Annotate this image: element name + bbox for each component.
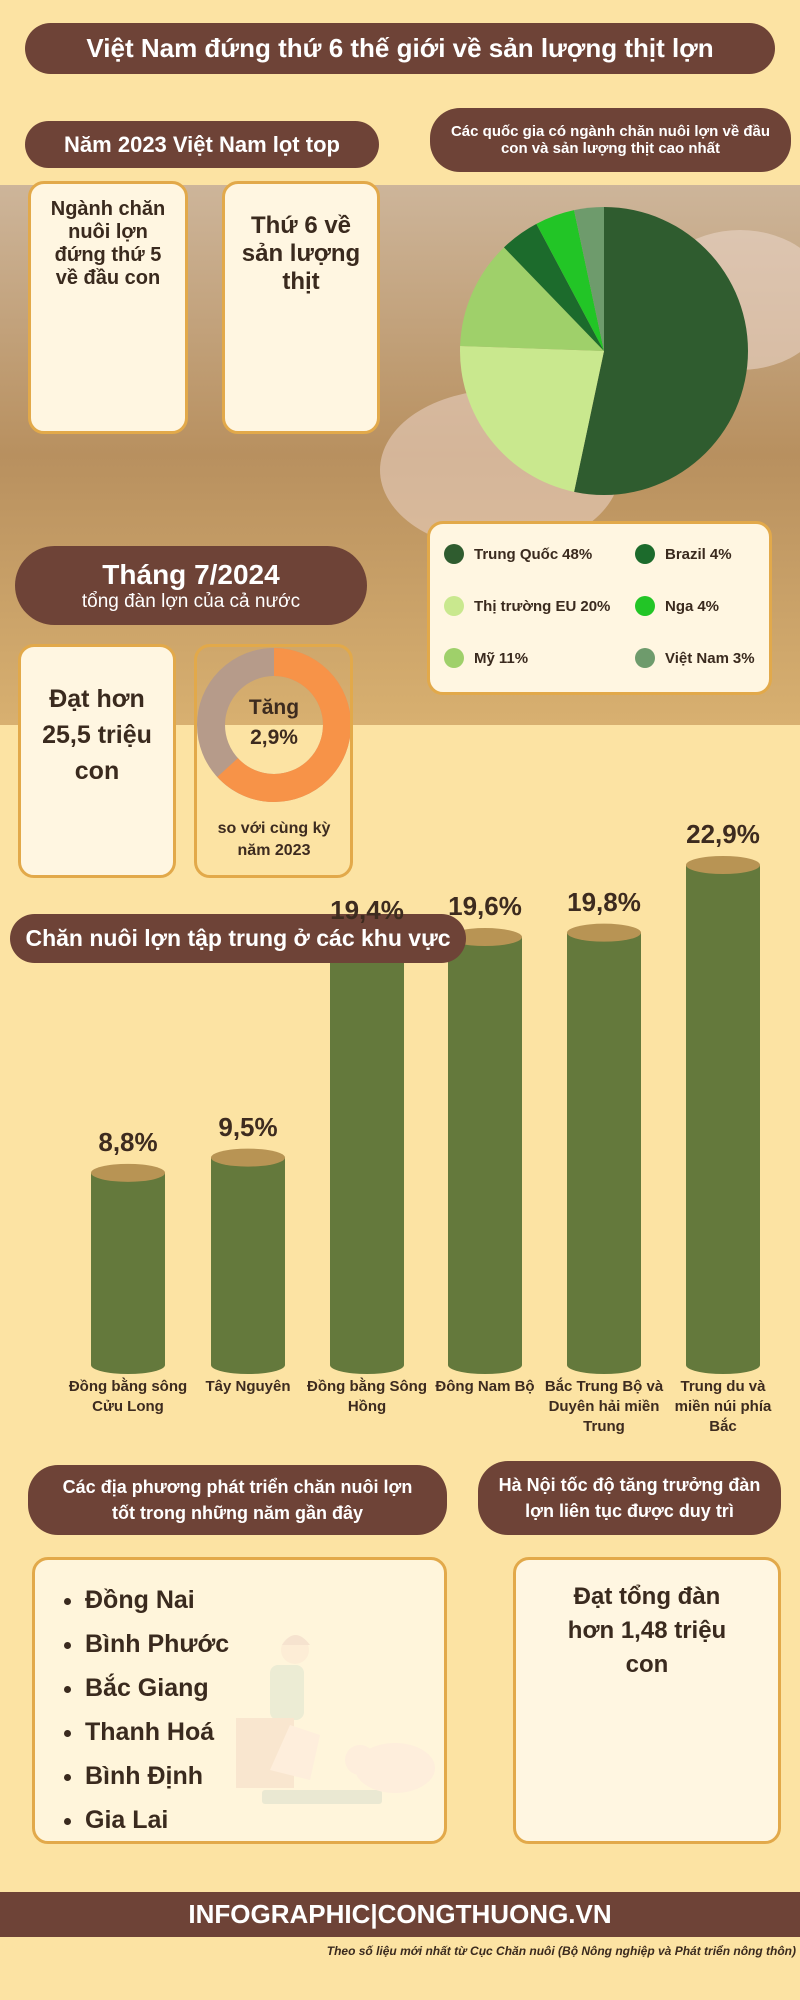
bar-cap xyxy=(567,923,641,942)
x-tick-label: Đồng bằng sông Cửu Long xyxy=(68,1378,188,1415)
legend-value: 48% xyxy=(562,545,593,563)
pie-slice xyxy=(574,207,748,495)
localities-box: Đồng NaiBình PhướcBắc GiangThanh HoáBình… xyxy=(32,1557,447,1844)
legend-label: Nga xyxy=(665,597,694,615)
footer-source: Theo số liệu mới nhất từ Cục Chăn nuôi (… xyxy=(326,1944,796,1958)
legend-label: Trung Quốc xyxy=(474,545,559,563)
bar xyxy=(686,865,760,1374)
bar xyxy=(211,1157,285,1374)
pie-title: Các quốc gia có ngành chăn nuôi lợn về đ… xyxy=(430,108,791,172)
herd-badge-subtitle: tổng đàn lợn của cả nước xyxy=(81,590,301,612)
legend-swatch xyxy=(444,596,464,616)
legend-label: Việt Nam xyxy=(665,649,729,667)
herd-badge-title: Tháng 7/2024 xyxy=(102,558,280,590)
pie-slice xyxy=(503,223,604,351)
total-text: Đạt hơn 25,5 triệu con xyxy=(42,685,152,785)
footer-brand: INFOGRAPHIC|CONGTHUONG.VN xyxy=(0,1892,800,1937)
legend-label: Thị trường EU xyxy=(474,597,577,615)
badge: Năm 2023 Việt Nam lọt top xyxy=(25,121,379,168)
pie-slice xyxy=(574,207,604,351)
x-tick-label: Trung du và miền núi phía Bắc xyxy=(674,1378,772,1435)
bar-value-label: 19,8% xyxy=(567,886,641,917)
locality-item: Gia Lai xyxy=(85,1798,444,1842)
bar-cap xyxy=(211,1148,285,1167)
locality-item: Bắc Giang xyxy=(85,1666,444,1710)
x-tick-label: Tây Nguyên xyxy=(205,1378,291,1395)
hanoi-box: Đạt tổng đàn hơn 1,48 triệu con xyxy=(513,1557,781,1844)
legend-value: 20% xyxy=(580,597,611,615)
growth-text: Tăng 2,9% xyxy=(248,696,300,749)
x-tick-label: Đồng bằng Sông Hồng xyxy=(307,1378,427,1415)
donut-arc xyxy=(197,648,351,802)
bar xyxy=(91,1172,165,1374)
pie-slice xyxy=(459,345,604,492)
bar xyxy=(330,941,404,1374)
legend-swatch xyxy=(635,544,655,564)
legend-value: 4% xyxy=(697,597,720,615)
pie-legend: Trung Quốc 48% Thị trường EU 20% Mỹ 11% Brazil… xyxy=(427,521,772,695)
bar-value-label: 19,6% xyxy=(448,891,522,922)
legend-swatch xyxy=(635,596,655,616)
bar-value-label: 19,4% xyxy=(330,895,404,926)
x-tick-label: Bắc Trung Bộ và Duyên hải miền Trung xyxy=(544,1378,664,1435)
bar-value-label: 9,5% xyxy=(218,1111,278,1142)
legend-item: Việt Nam 3% xyxy=(635,648,755,668)
bar-value-label: 22,9% xyxy=(686,819,760,849)
heads-box: Ngành chăn nuôi lợn đứng thứ 5 về đầu co… xyxy=(28,181,188,434)
legend-value: 11% xyxy=(498,649,529,667)
bar-cap xyxy=(448,928,522,947)
locality-item: Bình Định xyxy=(85,1754,444,1798)
growth-box xyxy=(194,644,353,878)
legend-item: Nga 4% xyxy=(635,596,719,616)
total-box: Đạt hơn 25,5 triệu con xyxy=(18,644,176,878)
legend-swatch xyxy=(444,648,464,668)
bar-cap xyxy=(686,856,760,874)
bar-cap xyxy=(91,1163,165,1182)
legend-swatch xyxy=(635,648,655,668)
bar xyxy=(448,937,522,1374)
localities-title: Các địa phương phát triển chăn nuôi lợn … xyxy=(28,1465,447,1535)
hanoi-text: Đạt tổng đàn hơn 1,48 triệu con xyxy=(567,1583,727,1678)
meat-box: Thứ 6 về sản lượng thịt xyxy=(222,181,380,434)
locality-item: Thanh Hoá xyxy=(85,1710,444,1754)
legend-item: Thị trường EU 20% xyxy=(444,596,610,616)
legend-label: Mỹ xyxy=(474,649,495,667)
pie-slice xyxy=(536,210,604,351)
locality-item: Đồng Nai xyxy=(85,1578,444,1622)
legend-value: 3% xyxy=(732,649,755,667)
title: Việt Nam đứng thứ 6 thế giới về sản lượn… xyxy=(25,23,775,74)
bar xyxy=(567,932,641,1374)
hanoi-title: Hà Nội tốc độ tăng trưởng đàn lợn liên t… xyxy=(478,1461,781,1535)
bar-value-label: 8,8% xyxy=(98,1126,158,1157)
growth-note: so với cùng kỳ năm 2023 xyxy=(217,820,331,859)
x-tick-label: Đông Nam Bộ xyxy=(435,1378,535,1395)
pie-slice xyxy=(460,247,604,351)
legend-item: Mỹ 11% xyxy=(444,648,528,668)
localities-list: Đồng NaiBình PhướcBắc GiangThanh HoáBình… xyxy=(35,1578,444,1842)
legend-value: 4% xyxy=(709,545,732,563)
herd-badge: Tháng 7/2024 tổng đàn lợn của cả nước xyxy=(15,546,367,625)
legend-item: Trung Quốc 48% xyxy=(444,544,592,564)
legend-item: Brazil 4% xyxy=(635,544,732,564)
legend-swatch xyxy=(444,544,464,564)
heads-text: Ngành chăn nuôi lợn đứng thứ 5 về đầu co… xyxy=(50,198,166,289)
locality-item: Bình Phước xyxy=(85,1622,444,1666)
legend-label: Brazil xyxy=(665,545,706,563)
meat-text: Thứ 6 về sản lượng thịt xyxy=(241,212,361,295)
bar-title: Chăn nuôi lợn tập trung ở các khu vực xyxy=(10,914,466,963)
